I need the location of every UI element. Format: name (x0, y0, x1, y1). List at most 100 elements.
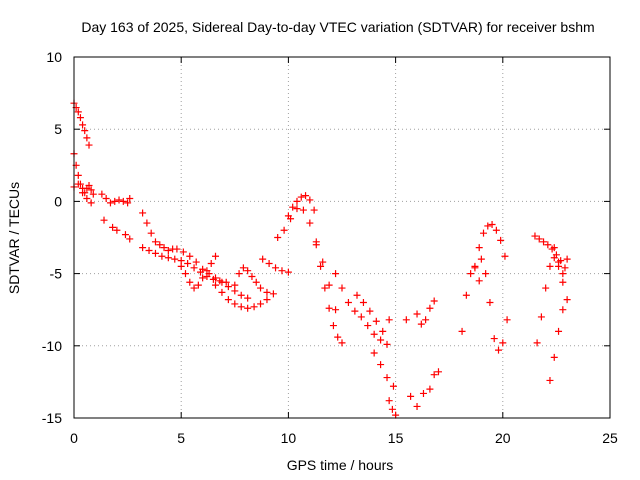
data-point (89, 190, 97, 198)
series-arc-y (477, 255, 511, 354)
data-point (492, 226, 500, 234)
data-point (388, 405, 396, 413)
data-point (555, 327, 563, 335)
data-point (385, 316, 393, 324)
data-point (190, 284, 198, 292)
data-point (235, 270, 243, 278)
data-point (430, 297, 438, 305)
data-point (370, 349, 378, 357)
data-point (237, 291, 245, 299)
data-point (252, 278, 260, 286)
data-point (392, 411, 400, 419)
data-point (471, 262, 479, 270)
data-point (74, 108, 82, 116)
data-point (113, 226, 121, 234)
data-point (353, 291, 361, 299)
data-point (321, 284, 329, 292)
x-tick-label: 25 (602, 430, 618, 446)
data-point (121, 231, 129, 239)
data-point (561, 264, 569, 272)
data-point (364, 322, 372, 330)
y-tick-label: -5 (50, 266, 63, 282)
data-point (338, 284, 346, 292)
data-point (147, 229, 155, 237)
data-point (284, 212, 292, 220)
data-point (540, 238, 548, 246)
data-point (383, 340, 391, 348)
data-point (199, 265, 207, 273)
data-point (297, 193, 305, 201)
data-point (338, 339, 346, 347)
data-point (542, 284, 550, 292)
data-point (102, 195, 110, 203)
data-point (550, 353, 558, 361)
data-point (190, 264, 198, 272)
data-point (319, 258, 327, 266)
data-point (344, 298, 352, 306)
series-arc-u (413, 297, 438, 328)
data-point (145, 246, 153, 254)
data-point (284, 268, 292, 276)
data-point (306, 196, 314, 204)
data-point (257, 300, 265, 308)
data-point (186, 278, 194, 286)
data-point (124, 199, 132, 207)
series-arc-l (259, 255, 292, 276)
series-arc-o (312, 241, 346, 347)
data-point (218, 288, 226, 296)
data-point (164, 246, 172, 254)
data-point (224, 283, 232, 291)
data-point (139, 209, 147, 217)
data-point (269, 290, 277, 298)
x-tick-label: 10 (281, 430, 297, 446)
data-point (239, 264, 247, 272)
data-point (126, 195, 134, 203)
data-point (207, 259, 215, 267)
data-point (111, 197, 119, 205)
data-point (278, 267, 286, 275)
data-point (559, 270, 567, 278)
data-point (143, 219, 151, 227)
data-point (544, 241, 552, 249)
y-tick-labels: -15 -10 -5 0 5 10 (42, 49, 62, 426)
series-arc-r (370, 349, 397, 390)
x-tick-label: 5 (177, 430, 185, 446)
data-point (74, 171, 82, 179)
series-arc-t (402, 316, 427, 410)
chart-title: Day 163 of 2025, Sidereal Day-to-day VTE… (81, 19, 594, 35)
data-point (139, 244, 147, 252)
data-point (76, 114, 84, 122)
data-point (417, 320, 425, 328)
data-point (164, 254, 172, 262)
data-point (334, 333, 342, 341)
data-point (237, 303, 245, 311)
data-point (212, 281, 220, 289)
data-point (299, 206, 307, 214)
data-point (533, 339, 541, 347)
data-point (482, 270, 490, 278)
data-point (499, 339, 507, 347)
x-tick-labels: 0 5 10 15 20 25 (70, 430, 618, 446)
data-point (310, 206, 318, 214)
data-point (293, 205, 301, 213)
series-arc-k (231, 264, 277, 298)
data-point (177, 262, 185, 270)
x-tick-label: 0 (70, 430, 78, 446)
data-point (426, 304, 434, 312)
data-point (359, 298, 367, 306)
data-point (535, 235, 543, 243)
data-point (293, 197, 301, 205)
data-point (325, 281, 333, 289)
data-point (379, 327, 387, 335)
data-point (477, 255, 485, 263)
data-point (422, 316, 430, 324)
data-point (160, 244, 168, 252)
y-tick-label: 5 (54, 121, 62, 137)
data-point (203, 267, 211, 275)
data-point (79, 121, 87, 129)
series-arc-aa (533, 254, 567, 347)
series-arc-v (426, 368, 442, 393)
x-axis-label: GPS time / hours (287, 457, 394, 473)
data-point (272, 264, 280, 272)
